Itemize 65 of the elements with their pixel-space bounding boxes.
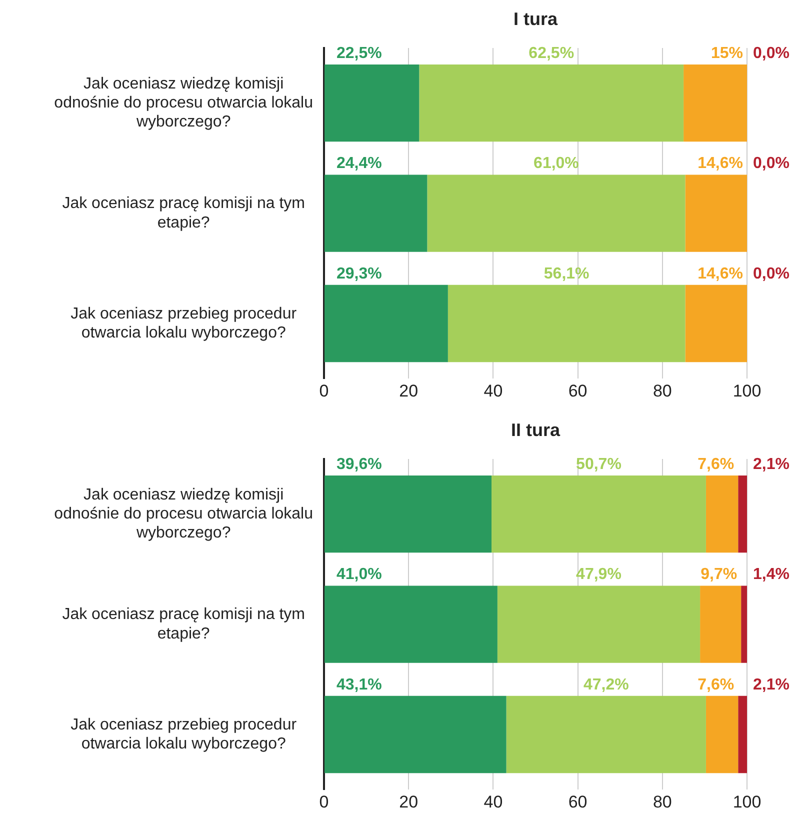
data-label: 43,1% [336,676,382,694]
data-label: 15% [710,44,743,62]
data-label: 7,6% [698,676,734,694]
bar [324,284,448,362]
x-tick-label: 20 [399,792,418,812]
data-label: 47,9% [576,566,622,584]
bar [427,174,686,252]
data-label: 39,6% [336,456,382,473]
x-tick-label: 0 [319,381,329,400]
data-label: 1,4% [753,566,790,584]
chart-title: II tura [510,420,561,440]
y-tick-label: Jak oceniasz pracę komisji na tym etapie? [62,606,305,642]
chart-title: I tura [513,8,558,29]
x-tick-label: 40 [484,381,503,400]
bar [506,696,706,774]
bar [738,696,747,774]
bar [706,476,738,553]
data-label: 47,2% [583,676,629,694]
bar [741,586,747,663]
x-tick-label: 100 [732,381,762,400]
y-tick-label: Jak oceniasz przebieg procedur otwarcia lokalu wyborczego? [70,716,298,753]
data-label: 22,5% [336,44,382,62]
x-tick-label: 40 [484,792,503,812]
bar [492,476,706,553]
data-label: 62,5% [528,44,574,62]
bar [324,476,492,553]
bar [738,476,747,553]
data-label: 24,4% [336,155,382,172]
data-label: 41,0% [336,566,382,584]
bar [324,174,428,252]
x-tick-label: 60 [568,792,588,812]
data-label: 56,1% [544,265,590,282]
x-tick-label: 20 [399,381,418,400]
bar [448,284,686,362]
data-label: 29,3% [336,265,382,282]
data-label: 61,0% [534,155,579,172]
data-label: 2,1% [753,676,790,694]
x-tick-label: 80 [652,381,672,400]
data-label: 0,0% [753,155,790,172]
bar [419,64,684,142]
data-label: 0,0% [753,265,790,282]
x-tick-label: 60 [568,381,588,400]
x-tick-label: 0 [319,792,329,812]
y-tick-label: Jak oceniasz wiedzę komisji odnośnie do procesu otwarcia lokalu wyborczego? [54,486,313,542]
bar [324,586,498,663]
data-label: 50,7% [576,456,622,473]
data-label: 2,1% [753,456,790,473]
bar [706,696,738,774]
data-label: 0,0% [753,44,790,62]
data-label: 9,7% [700,566,738,584]
data-label: 14,6% [698,155,743,172]
bar [685,174,747,252]
data-label: 14,6% [698,265,743,282]
bar [684,64,747,142]
data-label: 7,6% [698,456,734,473]
x-tick-label: 100 [732,792,762,812]
x-tick-label: 80 [652,792,672,812]
y-tick-label: Jak oceniasz wiedzę komisji odnośnie do procesu otwarcia lokalu wyborczego? [54,75,313,131]
y-tick-label: Jak oceniasz pracę komisji na tym etapie? [62,195,305,232]
bar [324,696,506,774]
bar [324,64,420,142]
y-tick-label: Jak oceniasz przebieg procedur otwarcia lokalu wyborczego? [70,305,298,342]
bar [497,586,700,663]
bar [685,284,747,362]
bar [700,586,742,663]
